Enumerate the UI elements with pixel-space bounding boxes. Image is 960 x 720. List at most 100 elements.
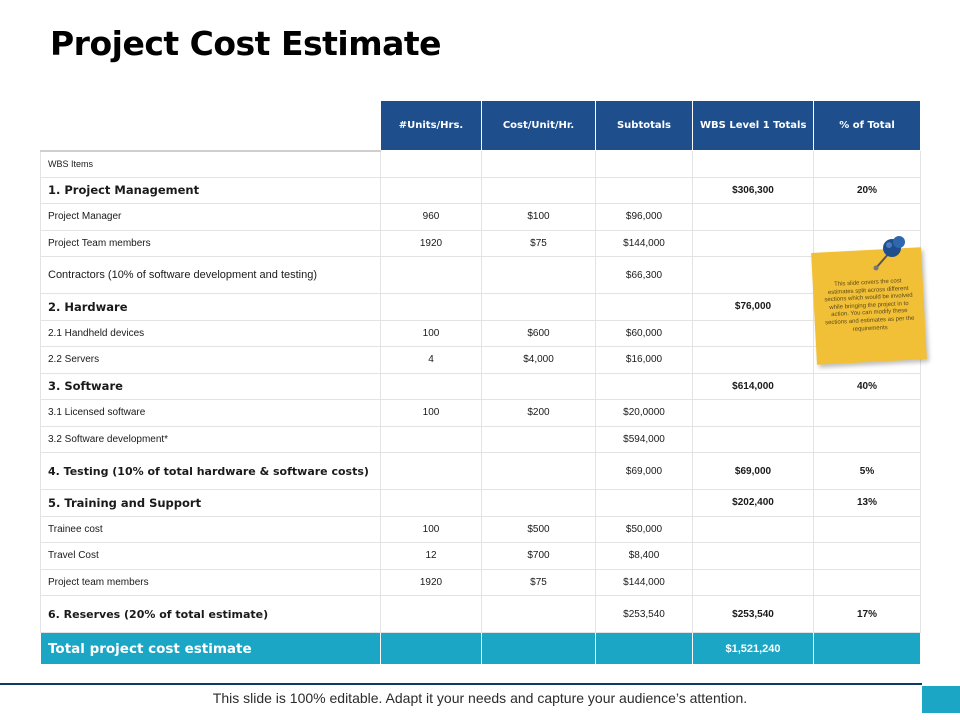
table-row: 2.2 Servers 4 $4,000 $16,000 xyxy=(40,346,921,374)
row-label: Project team members xyxy=(40,568,381,596)
wbs-total-cell xyxy=(692,399,814,427)
cost-per-unit-cell: $100 xyxy=(481,203,596,231)
subtotal-cell: $144,000 xyxy=(595,568,693,596)
wbs-total-cell xyxy=(692,542,814,570)
row-label: Travel Cost xyxy=(40,542,381,570)
header-wbs-totals: WBS Level 1 Totals xyxy=(692,100,814,151)
wbs-total-cell xyxy=(692,346,814,374)
units-cell xyxy=(380,256,482,294)
section-row: 5. Training and Support $202,400 13% xyxy=(40,489,921,517)
percent-cell xyxy=(813,425,921,453)
section-row: 6. Reserves (20% of total estimate) $253,… xyxy=(40,595,921,633)
table-row: Travel Cost 12 $700 $8,400 xyxy=(40,542,921,570)
subtotal-cell: $66,300 xyxy=(595,256,693,294)
total-row: Total project cost estimate $1,521,240 xyxy=(40,632,921,665)
subtotal-cell xyxy=(595,293,693,321)
row-label: 5. Training and Support xyxy=(40,489,381,517)
cost-per-unit-cell: $500 xyxy=(481,515,596,543)
table-row: Project Manager 960 $100 $96,000 xyxy=(40,203,921,231)
units-cell: 1920 xyxy=(380,568,482,596)
cost-per-unit-cell xyxy=(481,372,596,400)
units-cell xyxy=(380,176,482,204)
header-subtotals: Subtotals xyxy=(595,100,693,151)
cost-per-unit-cell xyxy=(481,150,596,178)
table-row: Trainee cost 100 $500 $50,000 xyxy=(40,515,921,543)
row-label: 3. Software xyxy=(40,372,381,400)
units-cell xyxy=(380,595,482,633)
cost-per-unit-cell: $600 xyxy=(481,319,596,347)
subtotal-cell xyxy=(595,176,693,204)
units-cell xyxy=(380,489,482,517)
percent-cell: 17% xyxy=(813,595,921,633)
wbs-total-cell: $202,400 xyxy=(692,489,814,517)
table-row: WBS Items xyxy=(40,150,921,178)
units-cell: 100 xyxy=(380,515,482,543)
header-percent-total: % of Total xyxy=(813,100,921,151)
percent-cell: 13% xyxy=(813,489,921,517)
push-pin-icon xyxy=(873,236,905,271)
row-label: 4. Testing (10% of total hardware & soft… xyxy=(40,452,381,490)
wbs-total-cell: $76,000 xyxy=(692,293,814,321)
subtotal-cell xyxy=(595,150,693,178)
subtotal-cell: $69,000 xyxy=(595,452,693,490)
cost-estimate-table: #Units/Hrs. Cost/Unit/Hr. Subtotals WBS … xyxy=(40,100,921,665)
cost-per-unit-cell xyxy=(481,452,596,490)
wbs-total-cell: $69,000 xyxy=(692,452,814,490)
units-cell xyxy=(380,425,482,453)
row-label: 3.1 Licensed software xyxy=(40,399,381,427)
total-cost-cell xyxy=(481,632,596,665)
table-row: 3.2 Software development* $594,000 xyxy=(40,425,921,453)
table-row: 2.1 Handheld devices 100 $600 $60,000 xyxy=(40,319,921,347)
wbs-total-cell xyxy=(692,568,814,596)
wbs-total-cell: $614,000 xyxy=(692,372,814,400)
total-wbs-value: $1,521,240 xyxy=(692,632,814,665)
subtotal-cell: $20,0000 xyxy=(595,399,693,427)
row-label: 1. Project Management xyxy=(40,176,381,204)
wbs-total-cell xyxy=(692,319,814,347)
units-cell: 960 xyxy=(380,203,482,231)
row-label: WBS Items xyxy=(40,150,381,178)
units-cell xyxy=(380,372,482,400)
wbs-total-cell xyxy=(692,150,814,178)
percent-cell xyxy=(813,542,921,570)
percent-cell xyxy=(813,203,921,231)
cost-per-unit-cell xyxy=(481,425,596,453)
subtotal-cell: $60,000 xyxy=(595,319,693,347)
total-subtotal-cell xyxy=(595,632,693,665)
units-cell: 4 xyxy=(380,346,482,374)
row-label: Contractors (10% of software development… xyxy=(40,256,381,294)
units-cell xyxy=(380,293,482,321)
row-label: 2.1 Handheld devices xyxy=(40,319,381,347)
subtotal-cell: $50,000 xyxy=(595,515,693,543)
header-blank-cell xyxy=(40,100,381,152)
section-row: 1. Project Management $306,300 20% xyxy=(40,176,921,204)
wbs-total-cell: $253,540 xyxy=(692,595,814,633)
cost-per-unit-cell: $4,000 xyxy=(481,346,596,374)
page-title: Project Cost Estimate xyxy=(50,24,442,63)
table-row: Contractors (10% of software development… xyxy=(40,256,921,294)
row-label: Project Manager xyxy=(40,203,381,231)
percent-cell xyxy=(813,150,921,178)
percent-cell: 20% xyxy=(813,176,921,204)
subtotal-cell xyxy=(595,489,693,517)
row-label: 2.2 Servers xyxy=(40,346,381,374)
total-units-cell xyxy=(380,632,482,665)
cost-per-unit-cell: $700 xyxy=(481,542,596,570)
footer-caption: This slide is 100% editable. Adapt it yo… xyxy=(212,690,748,706)
wbs-total-cell xyxy=(692,229,814,257)
cost-per-unit-cell xyxy=(481,256,596,294)
table-row: 3.1 Licensed software 100 $200 $20,0000 xyxy=(40,399,921,427)
wbs-total-cell xyxy=(692,256,814,294)
row-label: 6. Reserves (20% of total estimate) xyxy=(40,595,381,633)
section-row: 2. Hardware $76,000 xyxy=(40,293,921,321)
subtotal-cell: $144,000 xyxy=(595,229,693,257)
units-cell: 1920 xyxy=(380,229,482,257)
row-label: 2. Hardware xyxy=(40,293,381,321)
cost-per-unit-cell xyxy=(481,176,596,204)
row-label: 3.2 Software development* xyxy=(40,425,381,453)
subtotal-cell: $16,000 xyxy=(595,346,693,374)
table-header-row: #Units/Hrs. Cost/Unit/Hr. Subtotals WBS … xyxy=(40,100,921,152)
cost-per-unit-cell: $75 xyxy=(481,568,596,596)
corner-accent xyxy=(922,686,960,713)
total-label: Total project cost estimate xyxy=(40,632,381,665)
